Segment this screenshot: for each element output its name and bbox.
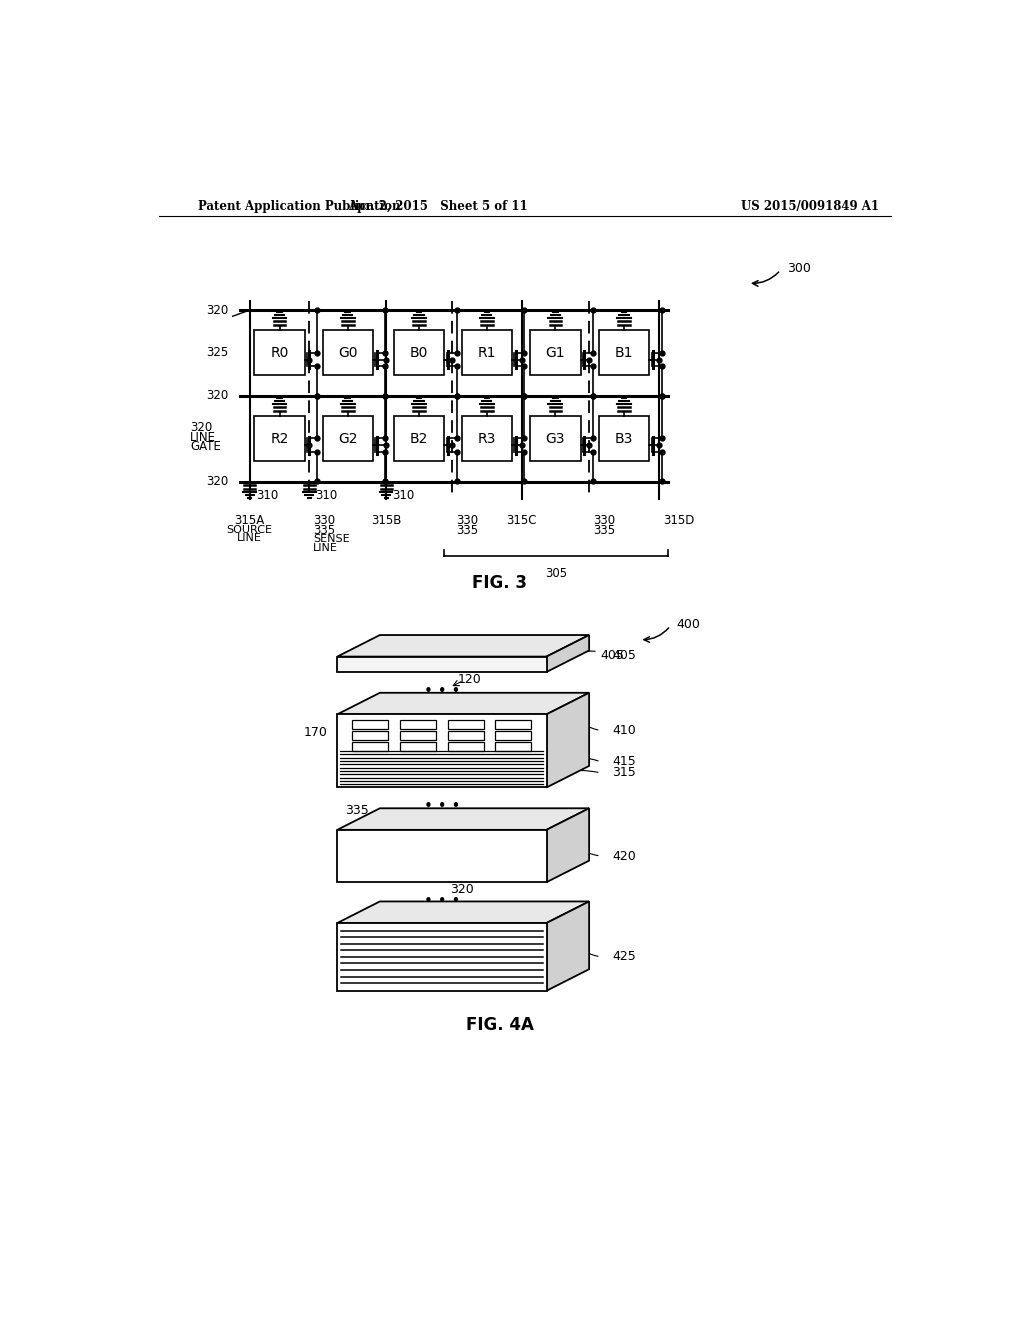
Polygon shape xyxy=(547,635,589,672)
Polygon shape xyxy=(337,902,589,923)
Text: 300: 300 xyxy=(786,261,811,275)
Bar xyxy=(254,416,305,461)
Polygon shape xyxy=(547,693,589,788)
Bar xyxy=(254,330,305,375)
Text: 335: 335 xyxy=(456,524,478,537)
Text: 330: 330 xyxy=(313,515,335,527)
Text: 410: 410 xyxy=(612,723,636,737)
Text: R1: R1 xyxy=(477,346,496,360)
Text: 315B: 315B xyxy=(371,515,401,527)
Polygon shape xyxy=(337,830,547,882)
Text: LAYER: LAYER xyxy=(404,859,451,871)
Bar xyxy=(352,731,388,739)
Text: 315C: 315C xyxy=(507,515,537,527)
Text: 330: 330 xyxy=(456,515,478,527)
Polygon shape xyxy=(547,902,589,991)
Text: • • •: • • • xyxy=(424,799,460,814)
Text: SOURCE: SOURCE xyxy=(226,525,272,535)
Text: Patent Application Publication: Patent Application Publication xyxy=(198,199,400,213)
Text: MATERIAL: MATERIAL xyxy=(390,849,465,862)
Text: B2: B2 xyxy=(410,432,428,446)
Bar xyxy=(530,330,581,375)
Text: 415: 415 xyxy=(612,755,636,768)
Text: R3: R3 xyxy=(477,432,496,446)
Text: 320: 320 xyxy=(207,389,228,403)
Text: FIG. 3: FIG. 3 xyxy=(472,574,527,593)
Text: G0: G0 xyxy=(338,346,357,360)
Text: 400: 400 xyxy=(677,618,700,631)
Bar xyxy=(394,330,444,375)
Text: 310: 310 xyxy=(256,490,279,502)
Text: 420: 420 xyxy=(612,850,636,862)
Text: 335: 335 xyxy=(593,524,615,537)
Text: B1: B1 xyxy=(614,346,633,360)
Bar xyxy=(496,731,531,739)
Text: 310: 310 xyxy=(392,490,415,502)
Bar xyxy=(400,721,436,729)
Text: 315A: 315A xyxy=(234,515,265,527)
Text: 405: 405 xyxy=(612,649,636,663)
Text: DISPLAY: DISPLAY xyxy=(396,838,459,851)
Text: LINE: LINE xyxy=(238,533,262,544)
Bar xyxy=(496,742,531,751)
Bar xyxy=(323,330,373,375)
Text: Apr. 2, 2015   Sheet 5 of 11: Apr. 2, 2015 Sheet 5 of 11 xyxy=(348,199,527,213)
Bar xyxy=(599,416,649,461)
Text: GATE: GATE xyxy=(190,440,221,453)
Polygon shape xyxy=(337,635,589,656)
Bar xyxy=(530,416,581,461)
Text: 315D: 315D xyxy=(663,515,694,527)
Bar xyxy=(447,742,483,751)
Text: G2: G2 xyxy=(338,432,357,446)
Text: SENSE: SENSE xyxy=(313,535,350,544)
Bar xyxy=(352,742,388,751)
Text: 315: 315 xyxy=(612,767,636,779)
Polygon shape xyxy=(337,923,547,991)
Polygon shape xyxy=(337,808,589,830)
Polygon shape xyxy=(337,693,589,714)
Text: G3: G3 xyxy=(546,432,565,446)
Text: 320: 320 xyxy=(207,475,228,488)
Bar xyxy=(352,721,388,729)
Text: 335: 335 xyxy=(345,804,369,817)
Bar xyxy=(462,416,512,461)
Text: 330: 330 xyxy=(593,515,615,527)
Bar xyxy=(400,742,436,751)
Bar xyxy=(323,416,373,461)
Text: 425: 425 xyxy=(612,950,636,964)
Text: LINE: LINE xyxy=(190,430,216,444)
Text: LINE: LINE xyxy=(313,543,338,553)
Polygon shape xyxy=(337,714,547,788)
Text: G1: G1 xyxy=(546,346,565,360)
Text: FIG. 4A: FIG. 4A xyxy=(466,1016,534,1035)
Text: 320: 320 xyxy=(207,304,228,317)
Bar xyxy=(496,721,531,729)
Text: R2: R2 xyxy=(270,432,289,446)
Bar xyxy=(599,330,649,375)
Text: B3: B3 xyxy=(614,432,633,446)
Text: US 2015/0091849 A1: US 2015/0091849 A1 xyxy=(741,199,879,213)
Text: 305: 305 xyxy=(545,568,567,581)
Polygon shape xyxy=(547,808,589,882)
Text: 405: 405 xyxy=(575,649,625,663)
Text: • • •: • • • xyxy=(424,894,460,909)
Bar xyxy=(462,330,512,375)
Polygon shape xyxy=(337,656,547,672)
Text: R0: R0 xyxy=(270,346,289,360)
Text: 170: 170 xyxy=(304,726,328,739)
Text: 310: 310 xyxy=(315,490,338,502)
Bar xyxy=(394,416,444,461)
Bar xyxy=(447,731,483,739)
Text: 120: 120 xyxy=(458,673,481,686)
Bar xyxy=(447,721,483,729)
Text: • • •: • • • xyxy=(424,684,460,698)
Text: B0: B0 xyxy=(410,346,428,360)
Bar xyxy=(400,731,436,739)
Text: 335: 335 xyxy=(313,524,335,537)
Text: 325: 325 xyxy=(207,346,228,359)
Text: 320: 320 xyxy=(450,883,473,896)
Text: 320: 320 xyxy=(190,421,212,434)
